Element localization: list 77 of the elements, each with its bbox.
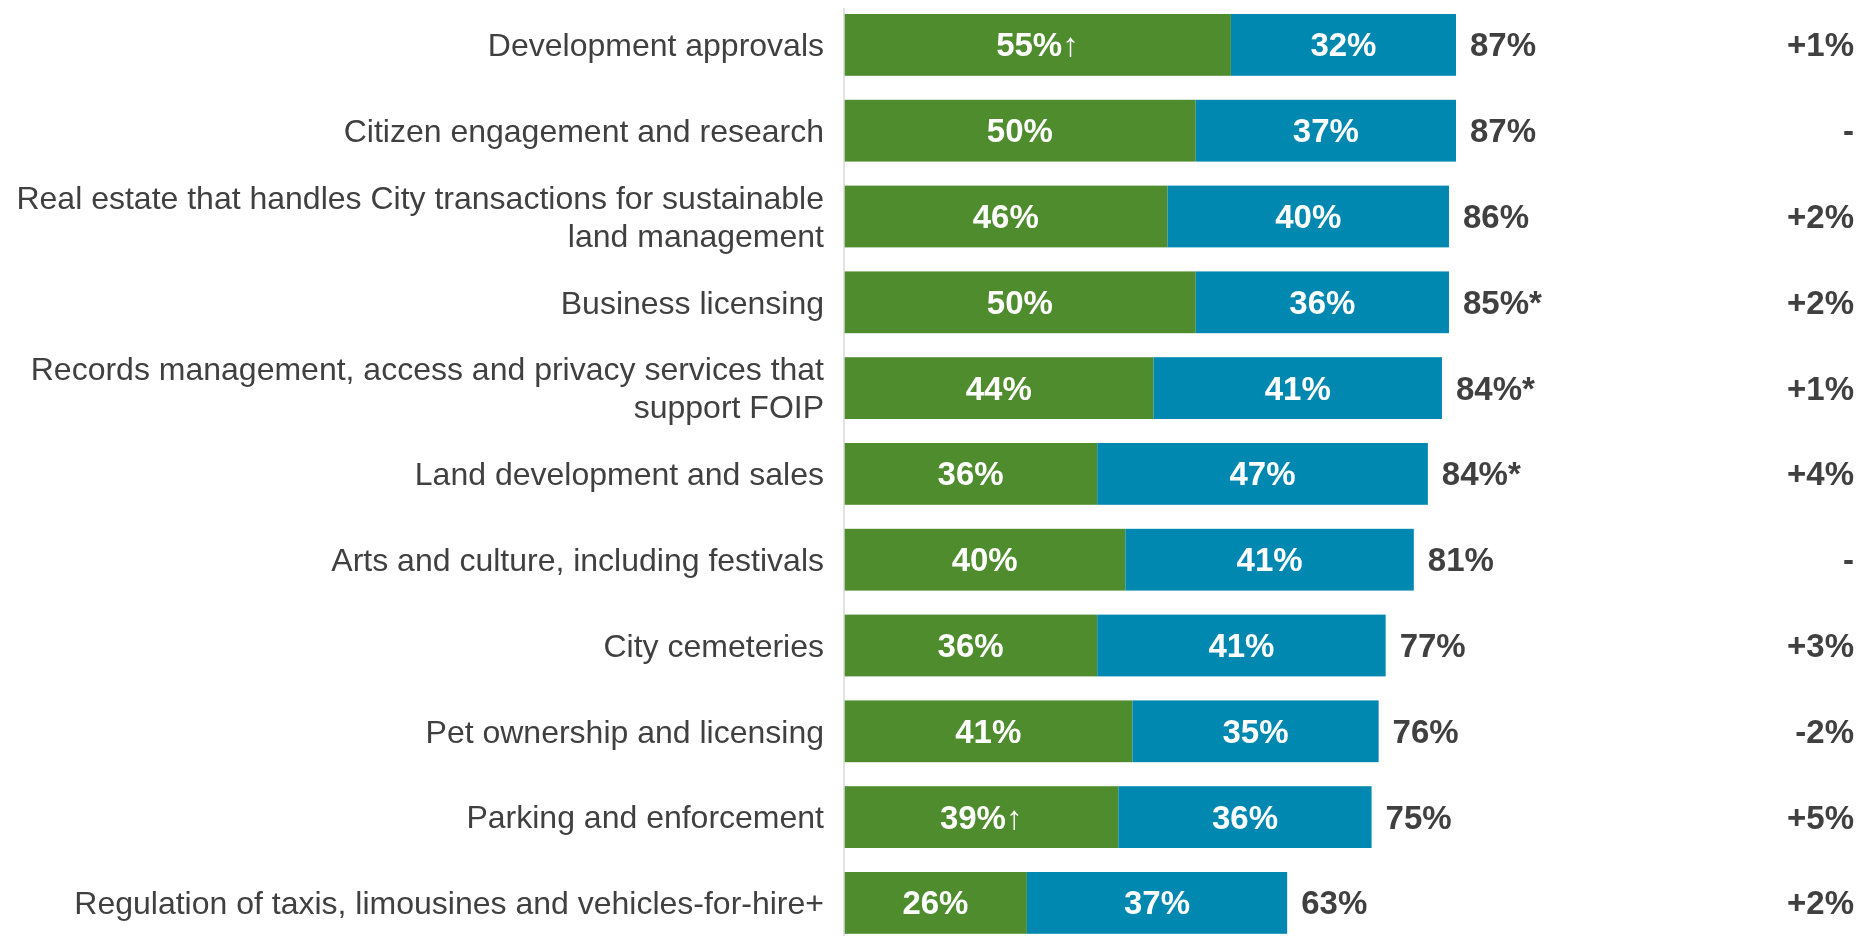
data-label: 40%	[951, 541, 1018, 579]
bar	[1195, 271, 1449, 334]
bar	[844, 700, 1133, 763]
total-label: 76%	[1392, 712, 1459, 750]
data-label: 47%	[1229, 455, 1296, 493]
y-tick-label: Records management, access and privacy services that support FOIP	[30, 351, 825, 426]
data-label: 36%	[1211, 798, 1278, 836]
bar	[844, 528, 1126, 591]
text: +2%	[1787, 283, 1854, 321]
total-label: 87%	[1470, 26, 1537, 64]
bar	[1125, 528, 1414, 591]
y-tick-label: Pet ownership and licensing	[425, 713, 824, 750]
total-label: 63%	[1301, 884, 1368, 922]
data-label: 26%	[902, 884, 969, 922]
y-tick-label: Real estate that handles City transactions for sustainable land management	[16, 179, 825, 254]
total-label: 77%	[1399, 627, 1466, 665]
bar	[1153, 357, 1442, 419]
data-label: 41%	[1236, 541, 1303, 579]
text: +3%	[1787, 627, 1854, 665]
total-label: 87%	[1470, 112, 1537, 150]
data-label: 50%	[986, 283, 1053, 321]
text: +1%	[1787, 26, 1854, 64]
data-label: 36%	[937, 455, 1004, 493]
bar	[1132, 700, 1379, 763]
total-label: 84%*	[1455, 369, 1535, 407]
total-label: 86%	[1462, 198, 1530, 236]
bar	[1097, 443, 1428, 505]
text: +2%	[1787, 198, 1854, 236]
text: -	[1843, 541, 1854, 579]
y-tick-label: Development approvals	[487, 27, 824, 64]
bar	[1195, 99, 1456, 162]
data-label: 37%	[1292, 112, 1359, 150]
text: +5%	[1787, 798, 1854, 836]
bar	[844, 14, 1231, 76]
data-label: 40%	[1275, 198, 1342, 236]
text: -	[1843, 112, 1854, 150]
data-label: 36%	[1289, 283, 1356, 321]
bar	[844, 357, 1154, 419]
text: +2%	[1787, 884, 1854, 922]
data-label: 46%	[972, 198, 1039, 236]
bar	[1230, 14, 1456, 76]
data-label: 35%	[1222, 712, 1289, 750]
data-label: 37%	[1124, 884, 1191, 922]
bar	[1026, 872, 1288, 934]
y-tick-label: Citizen engagement and research	[343, 112, 824, 149]
y-tick-label: Land development and sales	[414, 456, 824, 493]
data-label: 55%↑	[996, 26, 1079, 64]
data-label: 44%	[965, 369, 1032, 407]
y-tick-label: City cemeteries	[603, 627, 824, 664]
bar	[844, 271, 1196, 334]
bar	[844, 443, 1098, 505]
total-label: 84%*	[1441, 455, 1521, 493]
y-tick-label: Business licensing	[560, 284, 824, 321]
y-tick-label: Arts and culture, including festivals	[331, 541, 824, 578]
total-label: 75%	[1385, 798, 1452, 836]
bar	[844, 99, 1196, 162]
data-label: 41%	[955, 712, 1022, 750]
bar	[1118, 786, 1372, 848]
data-label: 50%	[986, 112, 1053, 150]
bar	[1167, 185, 1449, 248]
text: +4%	[1787, 455, 1854, 493]
bar	[844, 786, 1119, 848]
total-label: 81%	[1427, 541, 1494, 579]
bar	[844, 614, 1098, 677]
total-label: 85%*	[1462, 283, 1543, 321]
y-tick-label: Parking and enforcement	[466, 799, 825, 836]
data-label: 41%	[1208, 627, 1275, 665]
data-label: 41%	[1264, 369, 1331, 407]
data-label: 39%↑	[939, 798, 1023, 836]
y-tick-label: Regulation of taxis, limousines and vehicles-for-hire+	[74, 885, 824, 922]
bar	[844, 185, 1168, 248]
data-label: 36%	[937, 627, 1004, 665]
bar	[1097, 614, 1386, 677]
text: -2%	[1795, 712, 1854, 750]
text: +1%	[1787, 369, 1854, 407]
data-label: 32%	[1310, 26, 1377, 64]
bar	[844, 872, 1027, 934]
